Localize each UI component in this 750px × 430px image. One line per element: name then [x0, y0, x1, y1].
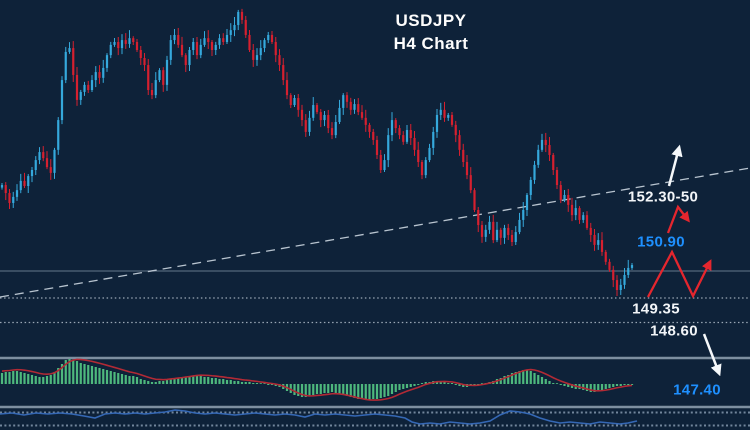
chart-title-symbol: USDJPY: [395, 11, 467, 30]
price-label-147-40: 147.40: [673, 381, 721, 399]
price-label-148-60: 148.60: [650, 322, 698, 340]
price-label-resistance-zone: 152.30-50: [627, 188, 699, 206]
price-label-150-90: 150.90: [637, 233, 685, 251]
chart-title: USDJPY H4 Chart: [331, 9, 531, 55]
chart-title-timeframe: H4 Chart: [393, 34, 469, 53]
price-label-149-35: 149.35: [632, 300, 680, 318]
